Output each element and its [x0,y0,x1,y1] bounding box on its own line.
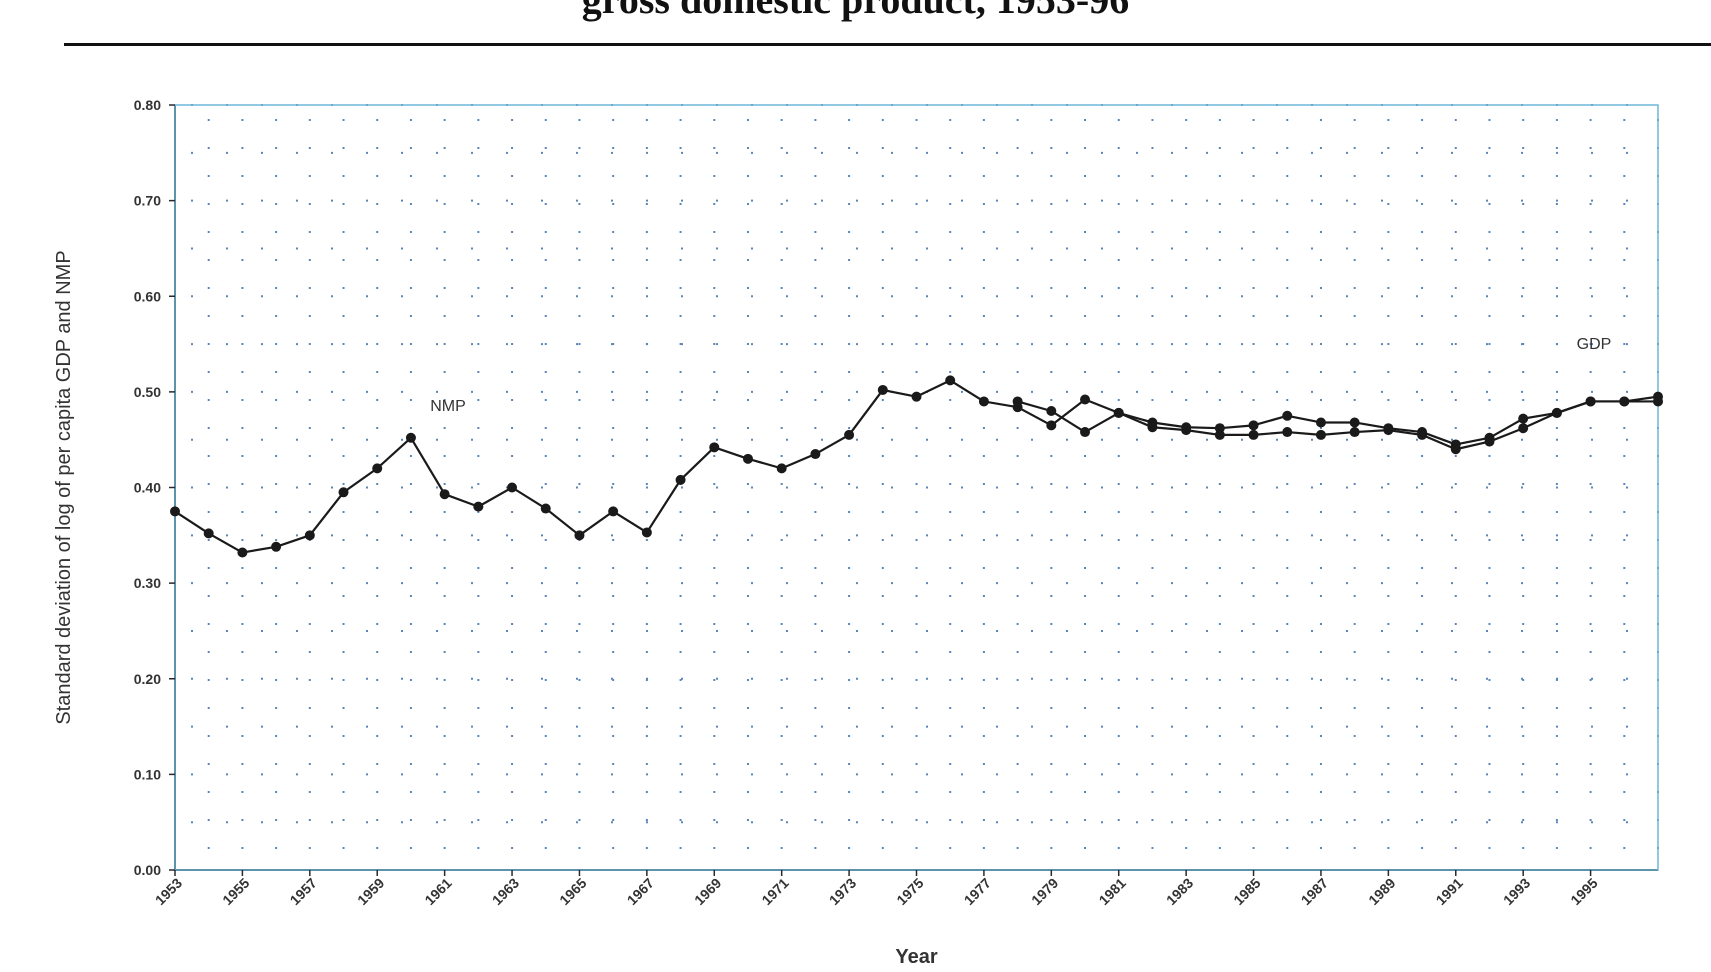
data-point-gdp [1282,427,1293,438]
data-point-nmp [439,489,450,500]
data-point-nmp [877,384,888,395]
x-tick-label: 1969 [691,875,724,908]
series-line-nmp [174,379,1659,554]
data-point-nmp [911,391,922,402]
x-tick-label: 1979 [1028,875,1061,908]
data-point-nmp [1349,417,1360,428]
x-tick-label: 1983 [1163,875,1196,908]
data-point-nmp [844,429,855,440]
x-tick-label: 1961 [421,875,454,908]
data-point-gdp [1383,425,1394,436]
data-point-nmp [675,474,686,485]
series-points [170,375,1663,558]
series-line-gdp [1017,400,1658,451]
data-point-gdp [1248,429,1259,440]
x-axis-title: Year [895,946,937,968]
x-tick-label: 1953 [152,875,185,908]
data-point-nmp [338,487,349,498]
x-tick-label: 1993 [1500,875,1533,908]
data-point-nmp [304,530,315,541]
data-point-gdp [1349,427,1360,438]
data-point-nmp [507,482,518,493]
data-point-gdp [1518,423,1529,434]
x-tick-label: 1955 [219,875,252,908]
data-point-gdp [1315,429,1326,440]
title-rule [64,43,1711,46]
x-tick-label: 1987 [1298,875,1331,908]
data-point-nmp [1248,420,1259,431]
x-tick-label: 1981 [1096,875,1129,908]
x-tick-label: 1977 [961,875,994,908]
data-point-gdp [1080,427,1091,438]
data-point-nmp [1282,410,1293,421]
data-point-nmp [237,547,248,558]
data-point-nmp [405,432,416,443]
x-tick-label: 1957 [287,875,320,908]
y-tick-label: 0.50 [134,384,161,400]
plot-frame [174,104,1659,871]
data-point-gdp [1147,422,1158,433]
data-point-nmp [574,530,585,541]
data-point-nmp [978,396,989,407]
y-axis-title: Standard deviation of log of per capita … [53,250,75,724]
data-point-gdp [1484,436,1495,447]
series-labels: NMP GDP [430,336,1611,415]
x-tick-label: 1973 [826,875,859,908]
x-tick-label: 1963 [489,875,522,908]
x-tick-label: 1959 [354,875,387,908]
x-axis-ticks: 1953 1955 1957 1959 1961 1963 1965 1967 1969 1971… [152,870,1601,908]
y-tick-label: 0.20 [134,671,161,687]
series-label-nmp: NMP [430,398,466,415]
data-point-nmp [608,506,619,517]
series-lines [174,379,1659,554]
y-tick-label: 0.30 [134,575,161,591]
x-tick-label: 1991 [1433,875,1466,908]
series-label-gdp: GDP [1577,336,1612,353]
data-point-gdp [1046,406,1057,416]
data-point-gdp [1619,396,1630,407]
x-tick-label: 1965 [556,875,589,908]
x-tick-label: 1989 [1365,875,1398,908]
data-point-nmp [709,442,720,453]
data-point-gdp [1417,429,1428,440]
data-point-nmp [1315,417,1326,428]
chart-grid [174,104,1659,871]
data-point-nmp [1518,413,1529,424]
data-point-gdp [1551,407,1562,418]
y-tick-label: 0.10 [134,766,161,782]
y-axis-ticks: 0.00 0.10 0.20 0.30 0.40 0.50 0.60 0.70 0.80 [134,97,175,878]
data-point-gdp [1012,396,1023,407]
y-tick-label: 0.40 [134,480,161,496]
data-point-nmp [810,449,821,460]
data-point-gdp [1113,407,1124,418]
data-point-nmp [271,541,282,552]
data-point-gdp [1585,396,1596,407]
data-point-nmp [1046,420,1057,431]
x-tick-label: 1967 [624,875,657,908]
data-point-nmp [776,463,787,474]
data-point-nmp [170,506,180,517]
y-tick-label: 0.80 [134,97,161,113]
data-point-nmp [1080,394,1091,405]
data-point-nmp [203,528,214,539]
x-tick-label: 1971 [758,875,791,908]
data-point-gdp [1450,444,1461,455]
y-tick-label: 0.60 [134,288,161,304]
data-point-nmp [473,501,484,512]
data-point-nmp [742,453,753,464]
data-point-nmp [641,527,652,538]
page-title: gross domestic product, 1953-96 [0,0,1711,23]
data-point-gdp [1653,396,1663,407]
data-point-nmp [372,463,383,474]
data-point-nmp [540,503,551,514]
y-tick-label: 0.70 [134,193,161,209]
data-point-gdp [1214,429,1225,440]
x-tick-label: 1995 [1567,875,1600,908]
x-tick-label: 1985 [1230,875,1263,908]
data-point-nmp [945,375,956,386]
x-tick-label: 1975 [893,875,926,908]
data-point-gdp [1181,425,1192,436]
y-tick-label: 0.00 [134,862,161,878]
